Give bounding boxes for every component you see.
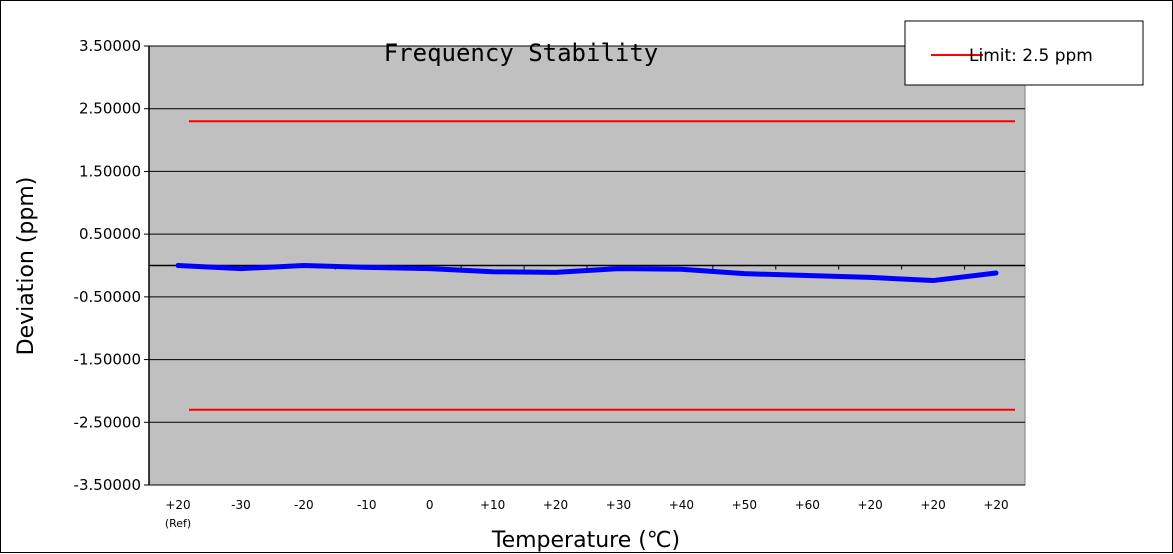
y-tick-label: -2.50000: [74, 413, 141, 431]
x-tick-label: -30: [231, 498, 251, 512]
x-tick-label: +40: [669, 498, 694, 512]
limit-lines: [189, 120, 1015, 411]
x-tick-label: +50: [732, 498, 757, 512]
series-lines: [175, 263, 999, 284]
x-axis-label: Temperature (℃): [491, 528, 680, 553]
x-tick-label: +20: [165, 498, 190, 512]
x-tick-label: +20: [920, 498, 945, 512]
legend-label: Limit: 2.5 ppm: [969, 46, 1093, 66]
y-tick-label: 0.50000: [79, 225, 141, 243]
y-tick-label: 2.50000: [79, 100, 141, 118]
x-tick-label: +20: [857, 498, 882, 512]
x-tick-label: -20: [294, 498, 314, 512]
x-tick-sublabel: (Ref): [165, 517, 191, 530]
legend: Limit: 2.5 ppm: [904, 20, 1144, 86]
chart-title: Frequency Stability: [384, 39, 659, 67]
x-tick-label: +20: [543, 498, 568, 512]
y-tick-label: -1.50000: [74, 351, 141, 369]
x-tick-label: +30: [606, 498, 631, 512]
y-tick-label: 3.50000: [79, 37, 141, 55]
x-tick-label: -10: [357, 498, 377, 512]
y-axis-label: Deviation (ppm): [14, 177, 39, 356]
y-tick-label: 1.50000: [79, 162, 141, 180]
x-tick-labels: +20 (Ref) -30 -20 -10 0 +10 +20 +30 +40 +50 +60 +20 +…: [165, 498, 1009, 530]
x-tick-label: +10: [480, 498, 505, 512]
x-tick-label: +60: [795, 498, 820, 512]
x-tick-label: 0: [426, 498, 434, 512]
series-line: [175, 263, 999, 284]
y-tick-label: -0.50000: [74, 288, 141, 306]
gridlines: [149, 45, 1025, 486]
y-tick-label: -3.50000: [74, 476, 141, 494]
y-tick-labels: -3.50000 -2.50000 -1.50000 -0.50000 0.50000 1…: [74, 37, 141, 494]
legend-box: [904, 20, 1144, 86]
x-tick-label: +20: [983, 498, 1008, 512]
